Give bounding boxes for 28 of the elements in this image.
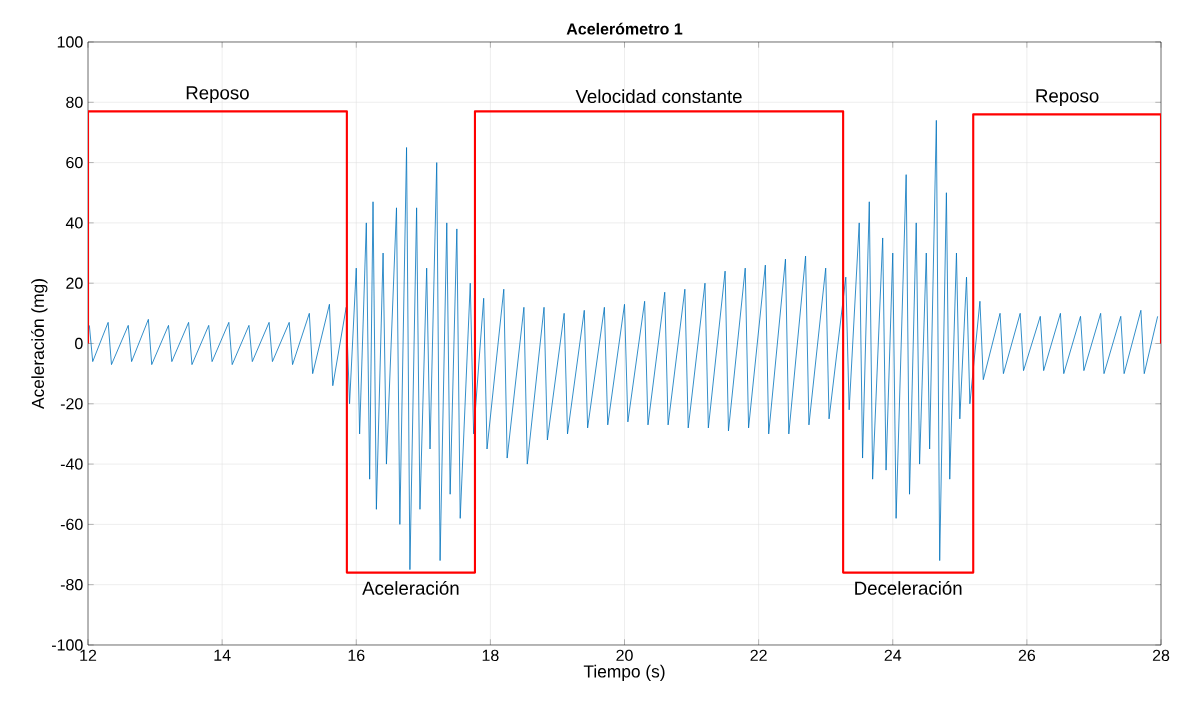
x-tick-label: 18 [482,649,499,662]
y-tick-label: 60 [66,156,83,169]
y-axis-title: Aceleración (mg) [31,279,48,409]
y-tick-label: 100 [57,36,83,48]
x-tick-label: 24 [884,649,902,661]
y-tick-label: 20 [66,277,83,289]
y-tick-label: -60 [60,518,83,531]
annotation: Reposo [1036,89,1099,107]
chart-title: Acelerómetro 1 [566,22,683,35]
y-tick-label: 0 [75,337,83,350]
x-tick-label: 22 [750,649,767,661]
x-tick-label: 14 [214,649,231,661]
annotation: Reposo [186,86,249,104]
x-tick-label: 26 [1018,649,1036,662]
x-tick-label: 16 [348,649,365,662]
annotation: Velocidad constante [575,89,742,104]
y-tick-label: -40 [60,458,83,470]
y-tick-label: -100 [51,639,83,651]
x-tick-label: 20 [616,649,633,662]
x-tick-label: 12 [80,649,97,661]
x-axis-title: Tiempo (s) [583,664,665,681]
y-tick-label: 40 [65,217,83,229]
y-tick-label: -80 [60,579,83,591]
x-tick-label: 28 [1152,649,1170,662]
annotation: Aceleración [362,580,459,595]
y-tick-label: -20 [60,398,83,410]
annotation: Deceleración [855,580,962,595]
y-tick-label: 80 [66,96,83,108]
